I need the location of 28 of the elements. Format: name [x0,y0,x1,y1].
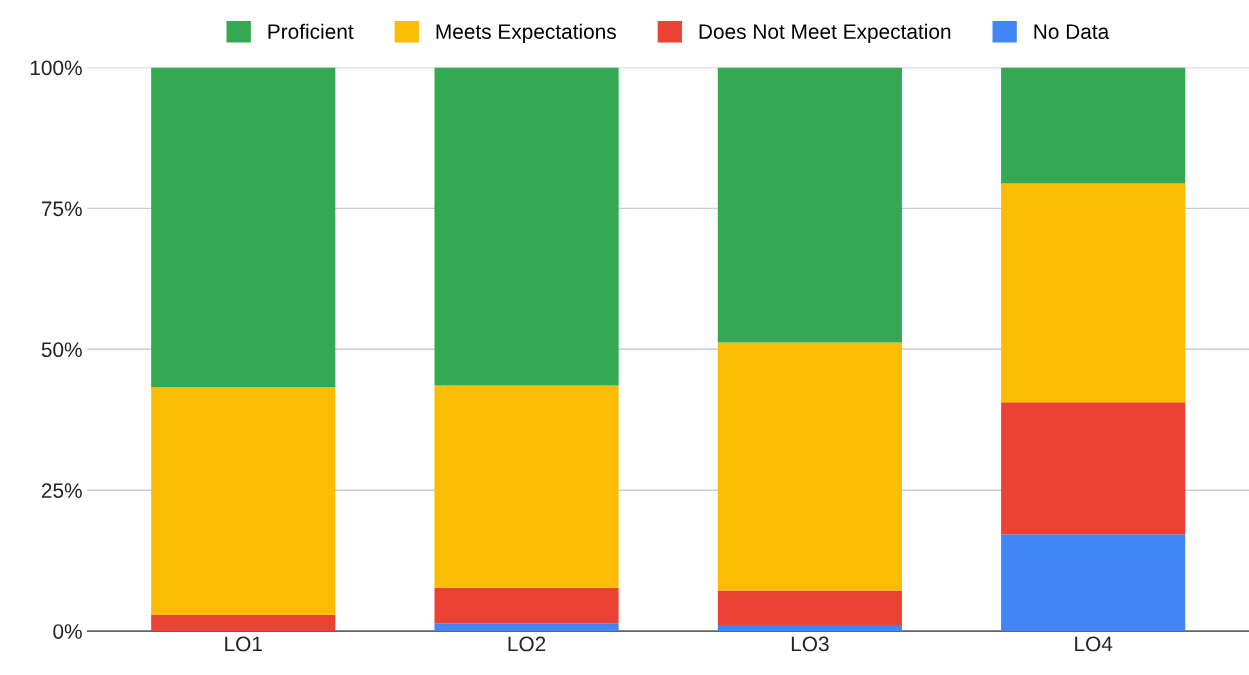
bar [1001,183,1186,403]
bar [717,624,902,632]
x-tick-label: LO3 [791,636,829,652]
bar [717,590,902,625]
legend-label: No Data [1034,24,1110,39]
bar [434,623,619,632]
bar [434,385,619,588]
legend-label: Does Not Meet Expectation [699,23,951,44]
bar [434,587,619,624]
bar [1001,534,1186,632]
legend-label: Proficient [268,23,354,39]
bar [1001,402,1186,535]
y-tick-label: 75% [41,201,82,217]
x-tick-label: LO2 [508,636,546,652]
y-tick-label: 100% [30,60,82,76]
y-tick-label: 0% [53,624,82,639]
legend-label: Meets Expectations [436,23,616,44]
x-tick-label: LO4 [1075,636,1113,652]
y-tick-label: 25% [41,483,82,498]
bar [1001,67,1186,184]
bar [717,342,902,591]
bar [151,387,336,615]
x-tick-label: LO1 [225,636,262,652]
bar [717,67,902,343]
y-tick-label: 50% [41,342,82,358]
bar [434,67,619,386]
bar [151,614,336,632]
bar [151,67,336,388]
